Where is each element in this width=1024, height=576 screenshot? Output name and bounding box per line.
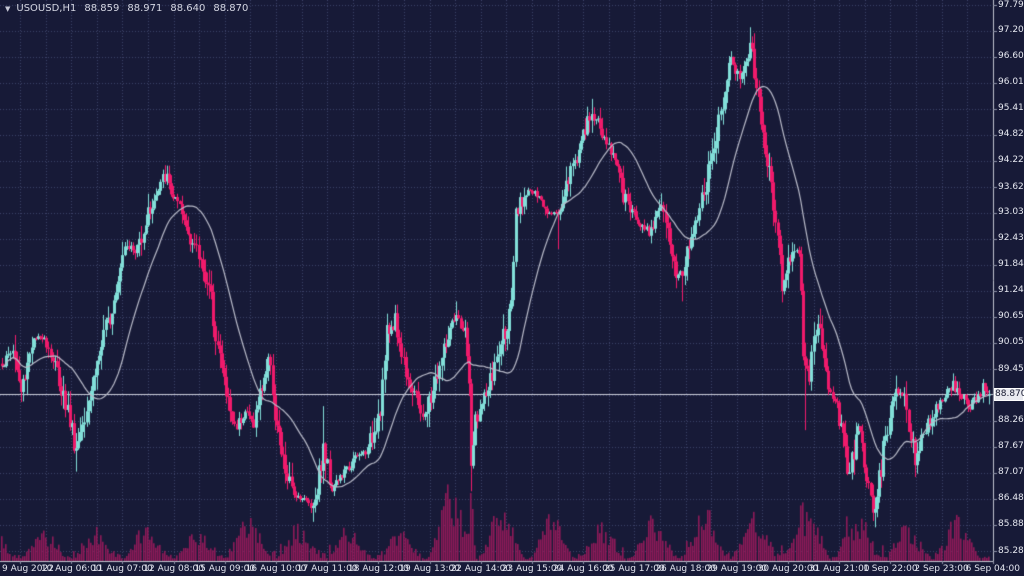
price-scale-label: 85.280 bbox=[998, 545, 1024, 556]
time-scale[interactable]: 9 Aug 2022 10 Aug 06:00 11 Aug 07:00 12 Aug… bbox=[0, 562, 1024, 576]
symbol-dropdown-icon[interactable]: ▼ bbox=[5, 4, 11, 13]
price-scale-label: 90.050 bbox=[998, 337, 1024, 348]
ohlc-close-value: 88.870 bbox=[213, 3, 249, 14]
price-scale[interactable]: 97.790 97.200 96.600 96.010 95.410 94.820 94.2… bbox=[994, 0, 1024, 576]
time-scale-label: 17 Aug 11:00 bbox=[296, 564, 358, 574]
time-scale-label: 25 Aug 17:00 bbox=[604, 564, 665, 574]
price-scale-label: 97.200 bbox=[998, 25, 1024, 36]
price-scale-label: 93.030 bbox=[998, 207, 1024, 218]
price-scale-label: 90.650 bbox=[998, 311, 1024, 322]
price-scale-label: 89.450 bbox=[998, 363, 1024, 374]
time-scale-label: 19 Aug 13:00 bbox=[399, 564, 460, 574]
time-scale-label: 30 Aug 20:00 bbox=[757, 564, 819, 574]
price-scale-label: 95.410 bbox=[998, 103, 1024, 114]
time-scale-label: 6 Sep 04:00 bbox=[965, 564, 1020, 574]
price-scale-label: 93.620 bbox=[998, 181, 1024, 192]
ohlc-high-value: 88.971 bbox=[127, 3, 163, 14]
ohlc-low-value: 88.640 bbox=[170, 3, 206, 14]
price-scale-label: 88.260 bbox=[998, 415, 1024, 426]
ohlc-open-value: 88.859 bbox=[84, 3, 120, 14]
price-scale-label: 87.670 bbox=[998, 441, 1024, 452]
time-scale-label: 18 Aug 12:00 bbox=[348, 564, 409, 574]
chart-title-bar: ▼ USOUSD,H1 88.859 88.971 88.640 88.870 bbox=[5, 3, 248, 14]
time-scale-label: 2 Sep 23:00 bbox=[914, 564, 969, 574]
price-scale-label: 87.070 bbox=[998, 467, 1024, 478]
price-scale-label: 85.880 bbox=[998, 519, 1024, 530]
time-scale-label: 24 Aug 16:00 bbox=[552, 564, 614, 574]
symbol-timeframe-label: USOUSD,H1 bbox=[16, 3, 77, 14]
time-scale-label: 16 Aug 10:00 bbox=[245, 564, 307, 574]
price-scale-label: 96.010 bbox=[998, 77, 1024, 88]
price-scale-label: 86.480 bbox=[998, 493, 1024, 504]
price-scale-label: 96.600 bbox=[998, 51, 1024, 62]
time-scale-label: 15 Aug 09:00 bbox=[194, 564, 256, 574]
price-scale-label: 91.840 bbox=[998, 259, 1024, 270]
time-scale-label: 22 Aug 14:00 bbox=[450, 564, 512, 574]
time-scale-label: 26 Aug 18:00 bbox=[655, 564, 716, 574]
time-scale-label: 23 Aug 15:00 bbox=[501, 564, 563, 574]
price-scale-label: 92.430 bbox=[998, 233, 1024, 244]
price-scale-label: 97.790 bbox=[998, 0, 1024, 10]
current-price-value: 88.870 bbox=[995, 388, 1024, 399]
time-scale-label: 1 Sep 22:00 bbox=[863, 564, 918, 574]
time-scale-label: 12 Aug 08:00 bbox=[143, 564, 204, 574]
time-scale-label: 9 Aug 2022 bbox=[2, 564, 54, 574]
time-scale-label: 29 Aug 19:00 bbox=[706, 564, 768, 574]
time-scale-label: 10 Aug 06:00 bbox=[40, 564, 102, 574]
price-scale-label: 94.820 bbox=[998, 129, 1024, 140]
time-scale-label: 31 Aug 21:00 bbox=[808, 564, 870, 574]
price-scale-label: 94.220 bbox=[998, 155, 1024, 166]
price-scale-label: 91.240 bbox=[998, 285, 1024, 296]
time-scale-label: 11 Aug 07:00 bbox=[92, 564, 153, 574]
current-price-tag: 88.870 bbox=[994, 387, 1024, 401]
